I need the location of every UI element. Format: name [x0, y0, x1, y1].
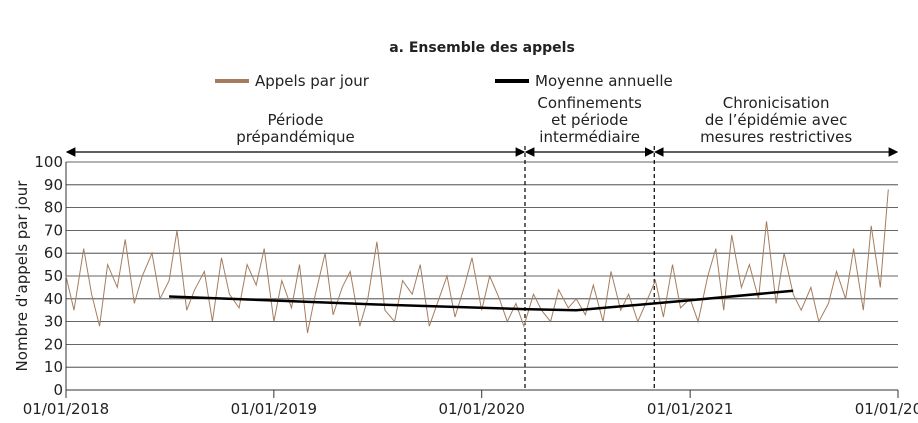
mean-line — [169, 289, 794, 312]
x-tick-label: 01/01/2018 — [23, 400, 109, 418]
y-tick-label: 10 — [44, 358, 63, 376]
period-label: prépandémique — [236, 128, 355, 146]
y-tick-label: 40 — [44, 290, 63, 308]
y-tick-label: 100 — [34, 153, 63, 171]
legend-label: Moyenne annuelle — [535, 72, 673, 90]
period-label: Confinements — [537, 94, 642, 112]
x-tick-label: 01/01/2021 — [647, 400, 733, 418]
period-label: et période — [551, 111, 628, 129]
x-tick-label: 01/01/2020 — [438, 400, 524, 418]
y-tick-label: 60 — [44, 244, 63, 262]
y-tick-label: 50 — [44, 267, 63, 285]
y-tick-label: 80 — [44, 199, 63, 217]
daily-line — [65, 189, 889, 334]
y-tick-label: 20 — [44, 335, 63, 353]
x-tick-label: 01/01/2022 — [855, 400, 918, 418]
y-tick-label: 70 — [44, 221, 63, 239]
x-tick-label: 01/01/2019 — [231, 400, 317, 418]
y-tick-label: 0 — [53, 381, 63, 399]
y-axis-label: Nombre d'appels par jour — [13, 180, 31, 372]
period-label: Chronicisation — [723, 94, 830, 112]
period-label: Période — [267, 111, 323, 129]
legend-label: Appels par jour — [255, 72, 370, 90]
y-tick-label: 30 — [44, 313, 63, 331]
chart-title: a. Ensemble des appels — [389, 40, 575, 56]
period-label: de l’épidémie avec — [705, 111, 847, 129]
period-label: mesures restrictives — [700, 128, 852, 146]
period-label: intermédiaire — [539, 128, 640, 146]
y-tick-label: 90 — [44, 176, 63, 194]
